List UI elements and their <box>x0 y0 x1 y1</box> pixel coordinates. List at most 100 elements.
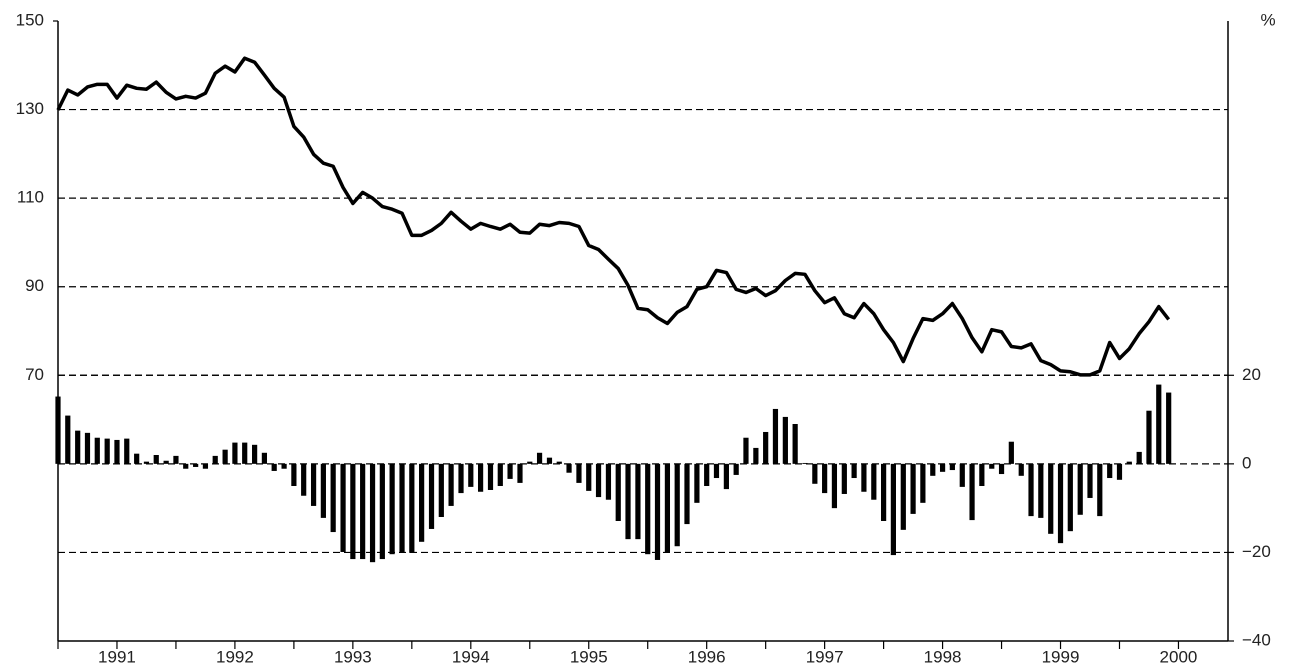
x-tick-label: 1997 <box>806 647 844 666</box>
bar <box>340 463 346 552</box>
y2-tick-label: 20 <box>1242 365 1261 384</box>
bar <box>84 432 91 464</box>
bar <box>625 463 631 540</box>
bar <box>536 452 543 464</box>
bar <box>193 463 199 467</box>
bar <box>566 463 572 473</box>
bar <box>94 437 100 464</box>
bar <box>772 408 779 464</box>
x-tick-label: 1996 <box>688 647 726 666</box>
bar <box>782 416 788 464</box>
bar <box>369 463 376 563</box>
bar <box>1126 461 1132 464</box>
bar <box>910 463 916 514</box>
bar <box>1107 463 1113 479</box>
bar <box>153 455 159 464</box>
bar <box>65 415 71 464</box>
bar <box>635 463 641 540</box>
bar <box>861 463 867 492</box>
bar <box>1136 451 1142 464</box>
bar <box>802 462 808 464</box>
bar <box>930 463 936 476</box>
bar <box>1116 463 1123 480</box>
x-tick-label: 1998 <box>924 647 962 666</box>
y-tick-label: 110 <box>17 188 44 207</box>
bar <box>664 463 671 552</box>
bar <box>134 453 140 464</box>
x-tick-label: 1994 <box>452 647 490 666</box>
bar <box>310 463 317 506</box>
bar <box>812 463 818 484</box>
x-tick-label: 1992 <box>216 647 254 666</box>
bar <box>1008 441 1014 464</box>
x-tick-label: 1995 <box>570 647 608 666</box>
bar <box>684 463 690 525</box>
bar <box>1166 392 1172 464</box>
bar <box>202 463 209 469</box>
bar <box>1077 463 1083 515</box>
bar <box>212 455 218 464</box>
bar <box>586 463 592 491</box>
bar <box>822 463 828 494</box>
y-tick-label: 70 <box>25 365 44 384</box>
bar <box>55 396 61 464</box>
bar <box>704 463 710 486</box>
bar <box>881 463 887 521</box>
bar <box>1057 463 1064 544</box>
bar <box>851 463 857 479</box>
bar <box>360 463 366 560</box>
bar <box>890 463 896 556</box>
bar <box>281 463 287 469</box>
y2-axis-unit: % <box>1260 10 1275 29</box>
bar <box>438 463 444 517</box>
bar <box>605 463 612 500</box>
bar <box>969 463 975 521</box>
bar <box>468 463 474 487</box>
bar <box>291 463 297 486</box>
bar <box>163 460 169 464</box>
bar <box>507 463 513 479</box>
x-tick-label: 2000 <box>1160 647 1198 666</box>
bar <box>654 463 661 560</box>
x-tick-label: 1993 <box>334 647 372 666</box>
bar <box>723 463 729 490</box>
bar <box>989 463 995 469</box>
bar <box>645 463 651 555</box>
bar <box>743 437 749 464</box>
bar <box>448 463 454 506</box>
bar <box>124 438 130 464</box>
bar <box>242 442 248 464</box>
bar <box>261 452 268 464</box>
bar <box>330 463 336 533</box>
bar <box>546 457 553 464</box>
bar <box>1087 463 1093 498</box>
x-tick-label: 1999 <box>1042 647 1080 666</box>
bar <box>1146 410 1152 464</box>
bar <box>379 463 385 560</box>
bar <box>527 461 533 464</box>
bar <box>900 463 906 530</box>
bar <box>1048 463 1054 534</box>
bar <box>920 463 926 503</box>
bar <box>389 463 395 555</box>
line <box>56 56 1171 377</box>
bar <box>841 463 847 494</box>
bar <box>399 463 405 552</box>
bar <box>939 463 946 472</box>
bar <box>998 463 1005 475</box>
bar <box>1038 463 1044 518</box>
bar <box>576 463 582 483</box>
bar <box>271 463 277 471</box>
bar <box>949 463 955 471</box>
y-tick-label: 150 <box>16 10 44 29</box>
bar <box>1018 463 1024 476</box>
bar <box>301 463 307 496</box>
bar <box>792 424 798 464</box>
bar <box>979 463 985 486</box>
bar <box>222 449 228 464</box>
bar <box>320 463 326 518</box>
bar <box>183 463 189 469</box>
bar <box>104 438 110 464</box>
bar <box>232 442 238 464</box>
bar <box>75 430 81 464</box>
